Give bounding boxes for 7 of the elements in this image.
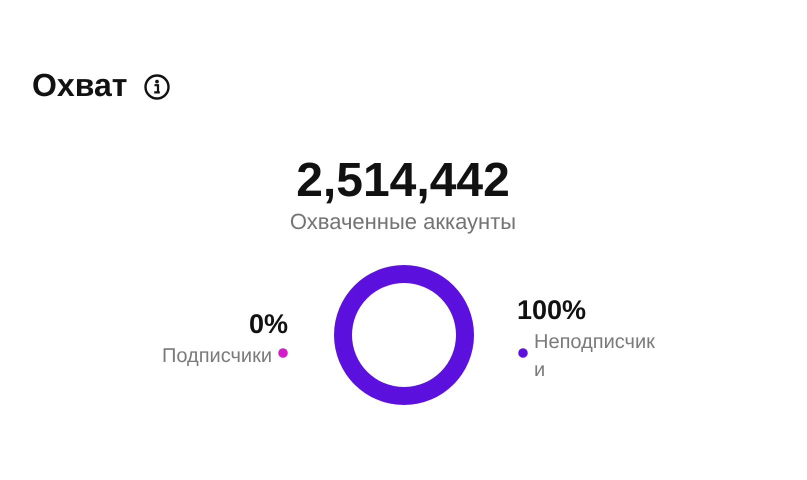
data-label: 100% [517, 295, 586, 325]
category-label: Подписчики [162, 345, 272, 367]
text: Охваченные аккаунты [290, 209, 516, 234]
legend-label: Неподписчики [534, 331, 656, 381]
text: 0% [248, 309, 288, 339]
text: 2,514,442 [296, 154, 510, 207]
chart-title: Охват [32, 67, 128, 103]
